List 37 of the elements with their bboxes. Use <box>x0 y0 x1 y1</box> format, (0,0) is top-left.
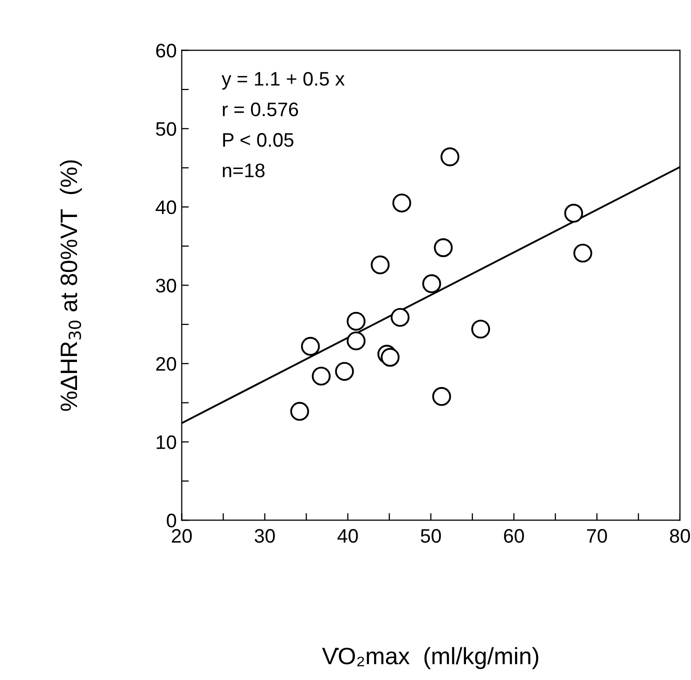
x-tick-label: 40 <box>337 529 358 543</box>
point <box>564 204 584 223</box>
point <box>392 194 412 212</box>
y-tick-label: 0 <box>166 514 176 528</box>
annotation: r = 0.576 <box>222 102 298 116</box>
point <box>432 387 452 406</box>
point <box>346 331 366 350</box>
x-axis-title: V̇O₂max (ml/kg/min) <box>322 647 538 670</box>
point <box>370 255 390 274</box>
y-tick-label: 20 <box>156 357 176 371</box>
y-tick-label: 10 <box>156 435 176 450</box>
point <box>346 312 366 331</box>
x-tick-label: 80 <box>670 529 690 543</box>
y-tick-label: 60 <box>156 44 176 58</box>
point <box>335 362 354 381</box>
point <box>290 402 310 421</box>
annotation: P < 0.05 <box>223 133 294 147</box>
x-tick-label: 60 <box>504 529 524 543</box>
point <box>422 274 442 294</box>
annotation: n=18 <box>222 164 265 178</box>
annotation: y = 1.1 + 0.5 x <box>222 72 345 90</box>
point <box>390 308 410 327</box>
point <box>434 238 453 258</box>
point <box>440 147 460 166</box>
x-tick-label: 20 <box>172 529 192 543</box>
point <box>471 320 490 339</box>
y-axis-title: %ΔHR$_{30}$ at 80%VT (%) <box>60 160 82 411</box>
y-tick-label: 40 <box>156 200 176 214</box>
x-tick-label: 30 <box>254 529 275 543</box>
point <box>380 348 400 367</box>
point <box>573 244 592 263</box>
point <box>301 336 320 356</box>
point <box>312 366 331 386</box>
x-tick-label: 70 <box>587 529 607 543</box>
x-tick-label: 50 <box>420 529 441 543</box>
y-tick-label: 50 <box>156 122 176 136</box>
y-tick-label: 30 <box>156 278 176 292</box>
